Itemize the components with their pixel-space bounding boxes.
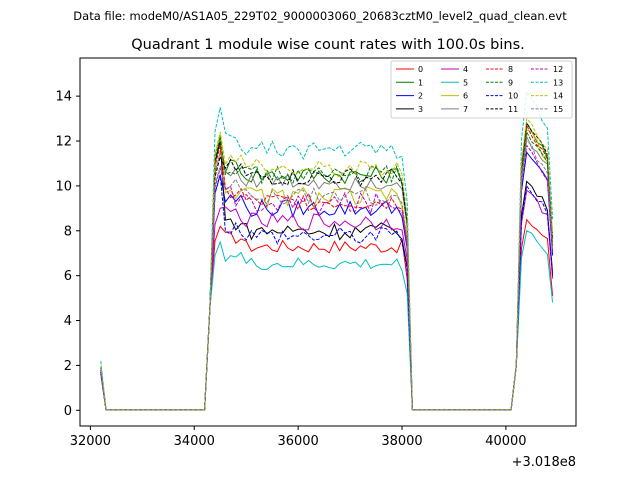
y-tick-label: 6 [64, 269, 72, 284]
y-tick-label: 2 [64, 359, 72, 374]
series-line-14 [100, 117, 554, 411]
x-tick-label: 32000 [70, 434, 111, 449]
x-tick-label: 36000 [277, 434, 318, 449]
y-tick-label: 4 [64, 314, 72, 329]
series-line-8 [100, 123, 554, 411]
plot-frame [79, 57, 577, 427]
legend-label: 3 [418, 105, 423, 114]
y-axis: 0 2 4 6 8 10 12 14 [55, 90, 80, 419]
series-line-12 [100, 144, 554, 411]
y-tick-label: 10 [55, 179, 72, 194]
series-line-0 [100, 218, 554, 411]
series-line-2 [100, 150, 554, 411]
legend-label: 12 [553, 65, 563, 74]
legend-label: 5 [463, 78, 468, 87]
series-line-15 [100, 140, 554, 411]
legend-label: 2 [418, 92, 423, 101]
chart-title: Quadrant 1 module wise count rates with … [131, 37, 525, 53]
series-line-7 [100, 134, 554, 411]
series-line-5 [100, 230, 554, 411]
x-tick-label: 40000 [485, 434, 526, 449]
legend-label: 1 [418, 78, 423, 87]
series-line-4 [100, 189, 554, 411]
data-file-label: Data file: modeM0/AS1A05_229T02_90000030… [73, 9, 567, 23]
legend-label: 8 [508, 65, 513, 74]
x-tick-label: 38000 [381, 434, 422, 449]
y-tick-label: 8 [64, 224, 72, 239]
legend-label: 6 [463, 92, 468, 101]
legend-label: 4 [463, 65, 468, 74]
x-axis: 32000 34000 36000 38000 40000 [70, 426, 527, 449]
y-tick-label: 14 [55, 90, 72, 105]
x-tick-label: 34000 [174, 434, 215, 449]
y-tick-label: 0 [64, 404, 72, 419]
series-line-10 [100, 174, 554, 411]
series-line-3 [100, 140, 554, 411]
series-line-6 [100, 129, 554, 411]
legend-label: 0 [418, 65, 423, 74]
y-tick-label: 12 [55, 135, 72, 150]
plot-lines [100, 90, 554, 411]
x-axis-offset-label: +3.018e8 [512, 455, 576, 470]
series-line-9 [100, 130, 554, 411]
legend-label: 14 [553, 92, 563, 101]
legend-label: 11 [508, 105, 518, 114]
legend-label: 15 [553, 105, 563, 114]
legend-label: 13 [553, 78, 563, 87]
legend-label: 7 [463, 105, 468, 114]
legend-box [390, 60, 573, 119]
legend-label: 10 [508, 92, 518, 101]
legend-label: 9 [508, 78, 513, 87]
